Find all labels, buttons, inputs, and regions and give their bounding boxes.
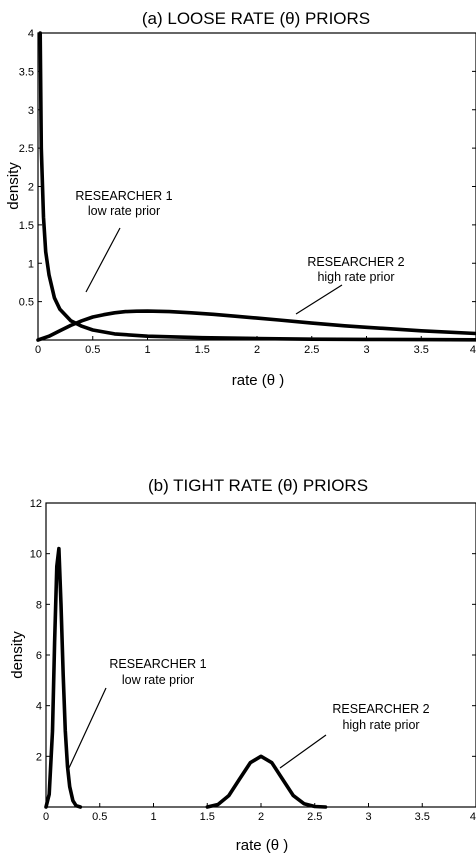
panel-b-x-tick-label: 1 (150, 811, 156, 823)
panel-a-y-axis-label: density (5, 162, 22, 210)
panel-b-annotation-2-leader (279, 734, 327, 769)
panel-b-x-tick-label: 2 (258, 811, 264, 823)
panel-a-y-tick-label: 3.5 (19, 66, 34, 78)
panel-b-series-researcher-1-line (44, 546, 83, 809)
panel-a-y-tick-label: 2.5 (19, 143, 34, 155)
panel-b-y-tick-label: 10 (30, 549, 42, 561)
panel-b-x-tick-label: 3 (365, 811, 371, 823)
panel-b-series-researcher-2-line (205, 754, 328, 809)
panel-a-annotation-1-line2: low rate prior (88, 204, 160, 218)
panel-b-annotation-2-line1: RESEARCHER 2 (332, 702, 429, 716)
panel-b-title: (b) TIGHT RATE (θ) PRIORS (148, 476, 368, 495)
panel-a-x-tick-label: 3.5 (414, 344, 429, 356)
panel-a-annotation-2-line2: high rate prior (317, 270, 394, 284)
panel-b: (b) TIGHT RATE (θ) PRIORS 0 0.5 1 1.5 2 2.5 3 3… (9, 476, 476, 854)
panel-b-annotation-1-leader (68, 687, 107, 769)
panel-b-y-tick-label: 8 (36, 599, 42, 611)
panel-b-x-tick-label: 2.5 (307, 811, 322, 823)
panel-b-plot-frame (45, 502, 476, 808)
panel-a-x-tick-label: 2.5 (304, 344, 319, 356)
panel-a-x-tick-label: 4 (470, 344, 476, 356)
panel-a-annotation-1-line1: RESEARCHER 1 (75, 189, 172, 203)
panel-a-y-tick-label: 3 (28, 105, 34, 117)
panel-b-y-tick-label: 2 (36, 751, 42, 763)
panel-a-x-tick-label: 0 (35, 344, 41, 356)
panel-a: (a) LOOSE RATE (θ) PRIORS 0 0.5 1 1.5 2 2.5 3 3… (5, 9, 476, 389)
panel-a-y-tick-label: 1 (28, 258, 34, 270)
panel-b-annotation-1-line2: low rate prior (122, 673, 194, 687)
panel-b-annotation-2-line2: high rate prior (342, 718, 419, 732)
panel-b-x-axis-label: rate (θ ) (236, 837, 289, 854)
panel-a-y-tick-label: 1.5 (19, 220, 34, 232)
panel-a-y-tick-label: 2 (28, 182, 34, 194)
panel-b-x-tick-label: 0 (43, 811, 49, 823)
panel-b-x-tick-label: 1.5 (200, 811, 215, 823)
panel-b-annotation-1-line1: RESEARCHER 1 (109, 657, 206, 671)
panel-a-plot-frame (37, 32, 476, 341)
panel-b-y-axis-label: density (9, 631, 26, 679)
panel-a-annotation-1-leader (85, 227, 121, 293)
panel-a-y-tick-label: 0.5 (19, 297, 34, 309)
panel-a-x-tick-label: 0.5 (85, 344, 100, 356)
panel-b-x-tick-label: 4 (470, 811, 476, 823)
panel-b-y-tick-label: 6 (36, 650, 42, 662)
panel-b-x-tick-label: 3.5 (415, 811, 430, 823)
panel-a-x-axis-label: rate (θ ) (232, 372, 285, 389)
panel-a-x-tick-label: 1 (144, 344, 150, 356)
panel-a-title: (a) LOOSE RATE (θ) PRIORS (142, 9, 370, 28)
panel-a-series-researcher-2-line (36, 309, 476, 342)
panel-a-y-tick-label: 4 (28, 28, 34, 40)
panel-a-x-tick-label: 2 (254, 344, 260, 356)
panel-b-x-tick-label: 0.5 (92, 811, 107, 823)
panel-a-x-tick-label: 1.5 (195, 344, 210, 356)
panel-a-annotation-2-line1: RESEARCHER 2 (307, 255, 404, 269)
panel-a-x-tick-label: 3 (363, 344, 369, 356)
panel-a-series-researcher-1-line (38, 31, 476, 342)
panel-b-y-tick-label: 4 (36, 701, 42, 713)
panel-a-annotation-2-leader (295, 284, 343, 315)
panel-b-y-tick-label: 12 (30, 498, 42, 510)
